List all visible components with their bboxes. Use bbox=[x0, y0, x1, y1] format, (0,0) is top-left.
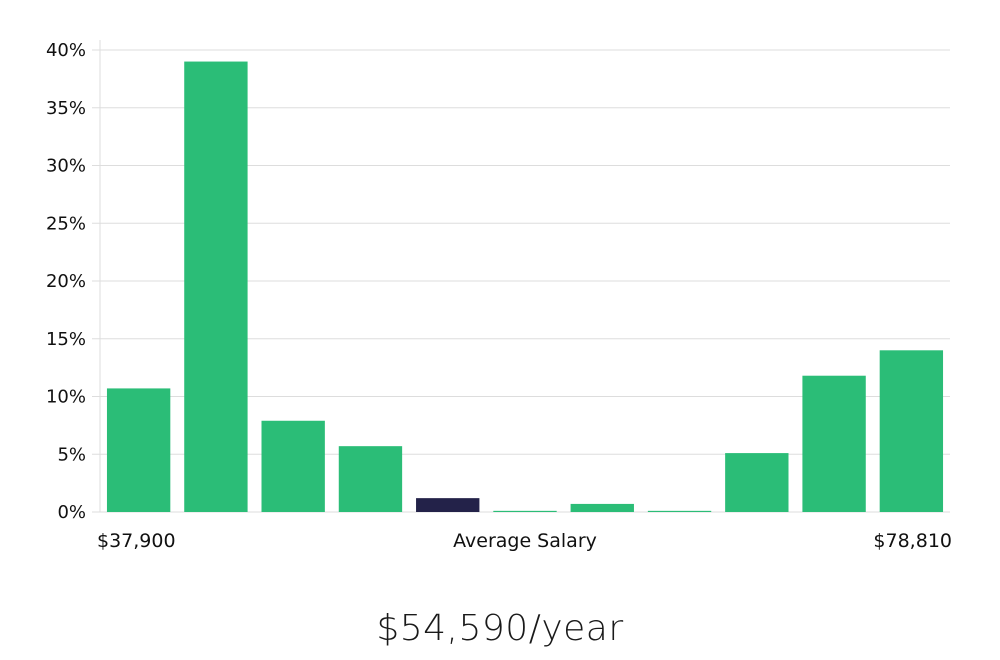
histogram-bar bbox=[338, 446, 403, 512]
y-tick-label: 25% bbox=[46, 213, 86, 234]
y-tick-label: 35% bbox=[46, 98, 86, 119]
average-salary-value: $54,590/year bbox=[376, 608, 624, 649]
histogram-bar bbox=[106, 388, 171, 512]
x-min-label: $37,900 bbox=[97, 530, 176, 552]
histogram-bar bbox=[261, 420, 325, 512]
histogram-bar bbox=[647, 510, 712, 512]
y-tick-label: 10% bbox=[46, 387, 86, 408]
histogram-bar bbox=[879, 350, 944, 512]
y-axis-ticks: 0% 5% 10% 15% 20% 25% 30% 35% 40% bbox=[46, 40, 100, 523]
average-salary-bar bbox=[416, 498, 480, 512]
y-tick-label: 0% bbox=[57, 502, 86, 523]
histogram-bar bbox=[802, 375, 866, 512]
x-max-label: $78,810 bbox=[873, 530, 952, 552]
x-center-label: Average Salary bbox=[453, 530, 597, 552]
y-tick-label: 15% bbox=[46, 329, 86, 350]
histogram-bar bbox=[493, 510, 557, 512]
histogram-bar bbox=[184, 61, 248, 513]
y-tick-label: 30% bbox=[46, 156, 86, 177]
histogram-bar bbox=[725, 453, 789, 512]
bars bbox=[106, 61, 944, 513]
y-tick-label: 5% bbox=[57, 444, 86, 465]
y-tick-label: 40% bbox=[46, 40, 86, 61]
y-tick-label: 20% bbox=[46, 271, 86, 292]
salary-histogram: 0% 5% 10% 15% 20% 25% 30% 35% 40% $37,900 Averag… bbox=[46, 40, 952, 552]
histogram-bar bbox=[570, 503, 634, 512]
